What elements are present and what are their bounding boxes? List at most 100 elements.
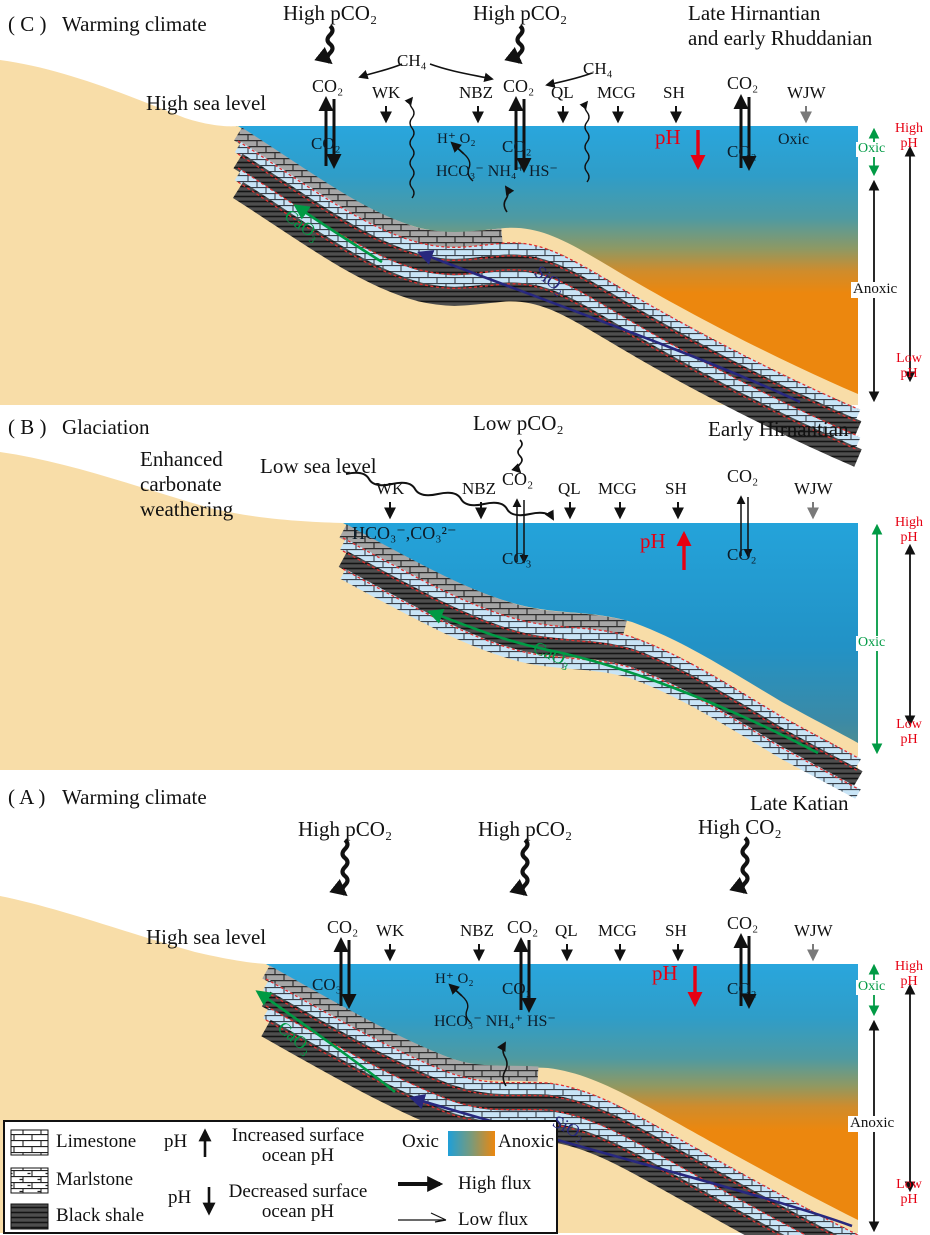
panel-a-co2-atm-left: CO₂ <box>327 917 359 937</box>
panel-c-co2-sea-mid: CO₂ <box>502 137 532 156</box>
panel-b-ions: HCO₃⁻,CO₃²⁻ <box>352 523 457 543</box>
panel-b-site-sh: SH <box>665 479 687 498</box>
high-pco2-flux-arrow <box>509 838 530 897</box>
panel-a-co2-right: High CO₂ <box>698 815 782 839</box>
caco3-flux-arrow <box>293 204 383 264</box>
panel-b-co2-atm-mid: CO₂ <box>502 469 534 489</box>
panel-c-pco2-left: High pCO₂ <box>283 1 378 25</box>
panel-c-co2-sea-right: CO₂ <box>727 142 757 161</box>
panel-a-axis-anoxic: Anoxic <box>848 1115 897 1132</box>
legend-anoxic-label: Anoxic <box>498 1131 554 1152</box>
panel-b-site-mcg: MCG <box>598 479 637 498</box>
redox-gradient-swatch <box>448 1131 495 1156</box>
panel-a-ions: HCO₃⁻ NH₄⁺ HS⁻ <box>434 1013 556 1030</box>
panel-b-weathering-2: carbonate <box>140 472 222 496</box>
legend-low-flux-label: Low flux <box>458 1209 529 1230</box>
panel-b-site-wjw: WJW <box>794 479 833 498</box>
panel-b-site-ql: QL <box>558 479 581 498</box>
legend-oxic-label: Oxic <box>402 1131 439 1152</box>
panel-b-sea-level: Low sea level <box>260 454 377 478</box>
panel-a-ph-label: pH <box>652 961 678 985</box>
panel-a-tag: ( A ) <box>8 785 46 809</box>
panel-b-axis-low-ph: Low pH <box>896 717 922 747</box>
panel-c-climate: Warming climate <box>62 12 207 36</box>
legend-limestone-label: Limestone <box>56 1131 137 1152</box>
panel-c-site-sh: SH <box>663 83 685 102</box>
legend-ph-up-symbol: pH <box>164 1131 188 1152</box>
panel-b-site-nbz: NBZ <box>462 479 496 498</box>
panel-c-pco2-mid: High pCO₂ <box>473 1 568 25</box>
panel-a-co2-atm-right: CO₂ <box>727 913 759 933</box>
panel-a-h-plus-o2: H⁺ O₂ <box>435 971 474 987</box>
panel-a-axis-high-ph: High pH <box>895 959 923 989</box>
panel-b-weathering-3: weathering <box>140 497 234 521</box>
panel-c-co2-atm-mid: CO₂ <box>503 76 535 96</box>
panel-c-art <box>0 24 916 467</box>
panel-b-co2-atm-right: CO₂ <box>727 466 759 486</box>
panel-a-sea-level: High sea level <box>146 925 267 949</box>
panel-a-pco2-mid: High pCO₂ <box>478 817 573 841</box>
limestone-swatch <box>10 1129 49 1156</box>
panel-c-site-mcg: MCG <box>597 83 636 102</box>
panel-c-ph-label: pH <box>655 125 681 149</box>
legend-increased-desc: Increased surface ocean pH <box>231 1125 365 1166</box>
panel-c-axis-high-ph: High pH <box>895 121 923 151</box>
legend-black-shale-label: Black shale <box>56 1205 145 1226</box>
caco3-flux-arrow <box>427 608 819 755</box>
panel-c-tag: ( C ) <box>8 12 47 36</box>
panel-b-weathering-1: Enhanced <box>140 447 223 471</box>
panel-a-axis-oxic: Oxic <box>856 979 888 995</box>
panel-a-pco2-left: High pCO₂ <box>298 817 393 841</box>
panel-a-site-ql: QL <box>555 921 578 940</box>
panel-c-co2-atm-left: CO₂ <box>312 76 344 96</box>
panel-a-site-wjw: WJW <box>794 921 833 940</box>
legend-high-flux-label: High flux <box>458 1173 532 1194</box>
panel-c-site-ql: QL <box>551 83 574 102</box>
sio2-flux-arrow <box>409 1094 853 1228</box>
panel-a-era: Late Katian <box>750 791 849 815</box>
high-pco2-flux-arrow <box>314 24 335 65</box>
panel-b-co2-sea-right: CO₂ <box>727 545 757 564</box>
weathering-input-arrow <box>345 471 554 521</box>
low-pco2-flux-arrow <box>511 439 523 474</box>
panel-b-tag: ( B ) <box>8 415 47 439</box>
legend-ph-down-symbol: pH <box>168 1187 192 1208</box>
panel-c-era-line1: Late Hirnantian <box>688 1 821 25</box>
panel-a-co2-sea-right: CO₂ <box>727 979 757 998</box>
panel-c-site-nbz: NBZ <box>459 83 493 102</box>
panel-c-h-plus-o2: H⁺ O₂ <box>437 131 476 147</box>
panel-a-site-nbz: NBZ <box>460 921 494 940</box>
panel-c-era-line2: and early Rhuddanian <box>688 26 873 50</box>
high-pco2-flux-arrow <box>329 838 350 897</box>
panel-a-site-mcg: MCG <box>598 921 637 940</box>
panel-c-co2-sea-left: CO₂ <box>311 134 341 153</box>
panel-a-axis-low-ph: Low pH <box>896 1177 922 1207</box>
legend-decreased-desc: Decreased surface ocean pH <box>228 1181 368 1222</box>
high-co2-flux-arrow <box>729 836 750 895</box>
panel-c-ch4-right: CH₄ <box>583 59 613 78</box>
panel-a-co3-sea-left: CO₃ <box>312 975 342 994</box>
legend-art <box>3 1120 558 1234</box>
panel-c-oxic-water: Oxic <box>778 131 810 148</box>
panel-b-era: Early Hirnantian <box>708 417 849 441</box>
panel-c-ch4-left: CH₄ <box>397 51 427 70</box>
panel-c-sea-level: High sea level <box>146 91 267 115</box>
panel-c-site-wk: WK <box>372 83 401 102</box>
sio2-flux-arrow <box>417 250 801 404</box>
panel-a-climate: Warming climate <box>62 785 207 809</box>
panel-a-co2-sea-mid: CO₂ <box>502 979 532 998</box>
panel-b-axis-high-ph: High pH <box>895 515 923 545</box>
black-shale-swatch <box>10 1203 49 1230</box>
panel-c-axis-oxic: Oxic <box>856 141 888 157</box>
low-flux-symbol <box>398 1212 447 1223</box>
panel-a-co2-atm-mid: CO₂ <box>507 917 539 937</box>
panel-c-axis-low-ph: Low pH <box>896 351 922 381</box>
panel-b-axis-oxic: Oxic <box>856 635 888 651</box>
panel-b-pco2: Low pCO₂ <box>473 411 564 435</box>
panel-b-ph-label: pH <box>640 529 666 553</box>
panel-b-climate: Glaciation <box>62 415 150 439</box>
panel-b-site-wk: WK <box>376 479 405 498</box>
panel-a-site-sh: SH <box>665 921 687 940</box>
